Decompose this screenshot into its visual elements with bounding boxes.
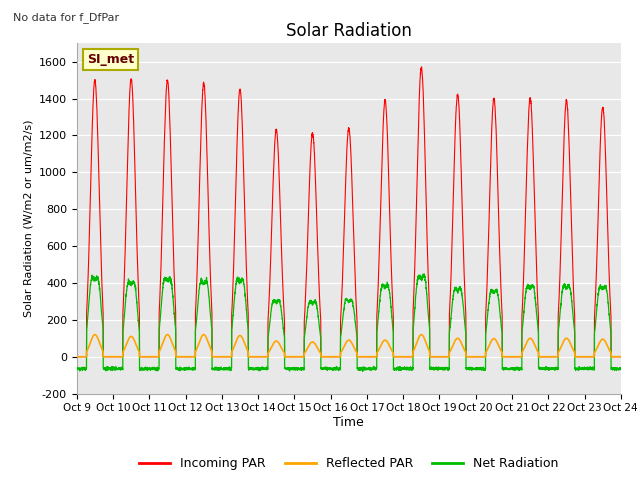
Y-axis label: Solar Radiation (W/m2 or um/m2/s): Solar Radiation (W/m2 or um/m2/s) bbox=[24, 120, 33, 317]
Text: No data for f_DfPar: No data for f_DfPar bbox=[13, 12, 119, 23]
Title: Solar Radiation: Solar Radiation bbox=[286, 22, 412, 40]
Legend: Incoming PAR, Reflected PAR, Net Radiation: Incoming PAR, Reflected PAR, Net Radiati… bbox=[134, 452, 564, 475]
X-axis label: Time: Time bbox=[333, 416, 364, 429]
